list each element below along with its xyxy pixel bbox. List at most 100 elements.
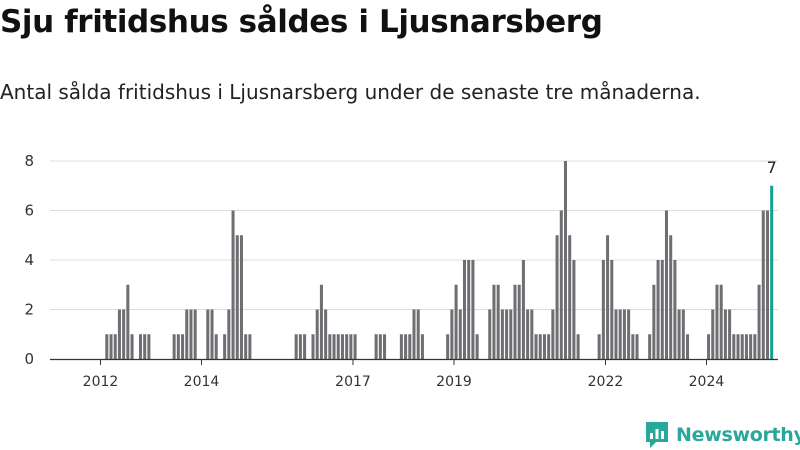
bar xyxy=(521,260,525,359)
bar xyxy=(122,309,126,359)
bar xyxy=(627,309,631,359)
bar xyxy=(488,309,492,359)
bar xyxy=(707,334,711,359)
bar xyxy=(673,260,677,359)
bar xyxy=(193,309,197,359)
bar xyxy=(332,334,336,359)
bar xyxy=(138,334,142,359)
bar xyxy=(576,334,580,359)
bar xyxy=(294,334,298,359)
bar xyxy=(652,284,656,359)
bar xyxy=(559,210,563,359)
bar xyxy=(765,210,769,359)
bar xyxy=(547,334,551,359)
bar xyxy=(374,334,378,359)
bar xyxy=(189,309,193,359)
bar xyxy=(610,260,614,359)
bar xyxy=(500,309,504,359)
bar xyxy=(113,334,117,359)
bar xyxy=(563,161,568,359)
bar xyxy=(715,284,719,359)
bar xyxy=(454,284,458,359)
bar xyxy=(206,309,210,359)
bar xyxy=(551,309,555,359)
bar xyxy=(412,309,416,359)
bar xyxy=(492,284,496,359)
bar xyxy=(408,334,412,359)
x-tick-label: 2017 xyxy=(335,374,371,390)
bar xyxy=(176,334,180,359)
bar xyxy=(732,334,736,359)
chart-title: Sju fritidshus såldes i Ljusnarsberg xyxy=(0,4,603,40)
bar xyxy=(471,260,475,359)
bar xyxy=(458,309,462,359)
bar xyxy=(555,235,559,359)
bar xyxy=(749,334,753,359)
bar xyxy=(462,260,467,359)
bar xyxy=(467,260,471,359)
bar xyxy=(231,210,235,359)
bar xyxy=(711,309,715,359)
bar xyxy=(126,284,130,359)
bar xyxy=(328,334,332,359)
bar-latest xyxy=(770,185,774,359)
bar xyxy=(517,284,521,359)
bar xyxy=(631,334,635,359)
x-tick-label: 2012 xyxy=(83,374,119,390)
bar xyxy=(404,334,408,359)
bar xyxy=(614,309,618,359)
bar xyxy=(311,334,315,359)
y-tick-label: 2 xyxy=(24,301,34,319)
bar xyxy=(509,309,513,359)
bar xyxy=(757,284,761,359)
bar xyxy=(677,309,681,359)
bar xyxy=(345,334,349,359)
bar xyxy=(130,334,134,359)
bar xyxy=(597,334,601,359)
bar xyxy=(172,334,176,359)
bar xyxy=(542,334,546,359)
y-tick-label: 4 xyxy=(24,251,34,269)
bar xyxy=(319,284,323,359)
x-tick-label: 2014 xyxy=(184,374,220,390)
bar xyxy=(248,334,252,359)
bar xyxy=(214,334,218,359)
latest-value-label: 7 xyxy=(767,158,777,177)
newsworthy-logo-icon xyxy=(646,422,668,448)
bar xyxy=(648,334,652,359)
bar xyxy=(349,334,353,359)
bar xyxy=(227,309,231,359)
bar xyxy=(496,284,500,359)
bar xyxy=(534,334,538,359)
bar xyxy=(324,309,328,359)
bar xyxy=(450,309,454,359)
bar xyxy=(340,334,344,359)
bar xyxy=(303,334,307,359)
bar xyxy=(740,334,744,359)
bar-chart: 0 2 4 6 8 7 2012 2014 2017 2019 2022 2024 xyxy=(24,152,778,390)
bar xyxy=(298,334,302,359)
bar xyxy=(235,235,239,359)
newsworthy-logo-text: Newsworthy xyxy=(676,424,800,446)
bar xyxy=(753,334,757,359)
bar xyxy=(723,309,727,359)
bar xyxy=(728,309,732,359)
bar xyxy=(336,334,340,359)
bar xyxy=(660,260,664,359)
bar xyxy=(353,334,357,359)
bar xyxy=(669,235,673,359)
bar xyxy=(761,210,765,359)
newsworthy-logo: Newsworthy xyxy=(644,420,800,450)
bar xyxy=(185,309,189,359)
y-tick-label: 6 xyxy=(24,202,34,220)
bar xyxy=(568,235,572,359)
bar xyxy=(513,284,517,359)
bar xyxy=(530,309,534,359)
x-tick-label: 2022 xyxy=(588,374,624,390)
bar xyxy=(618,309,622,359)
bar xyxy=(315,309,319,359)
bar xyxy=(147,334,151,359)
bar xyxy=(656,260,660,359)
bar xyxy=(572,260,576,359)
bar xyxy=(416,309,420,359)
